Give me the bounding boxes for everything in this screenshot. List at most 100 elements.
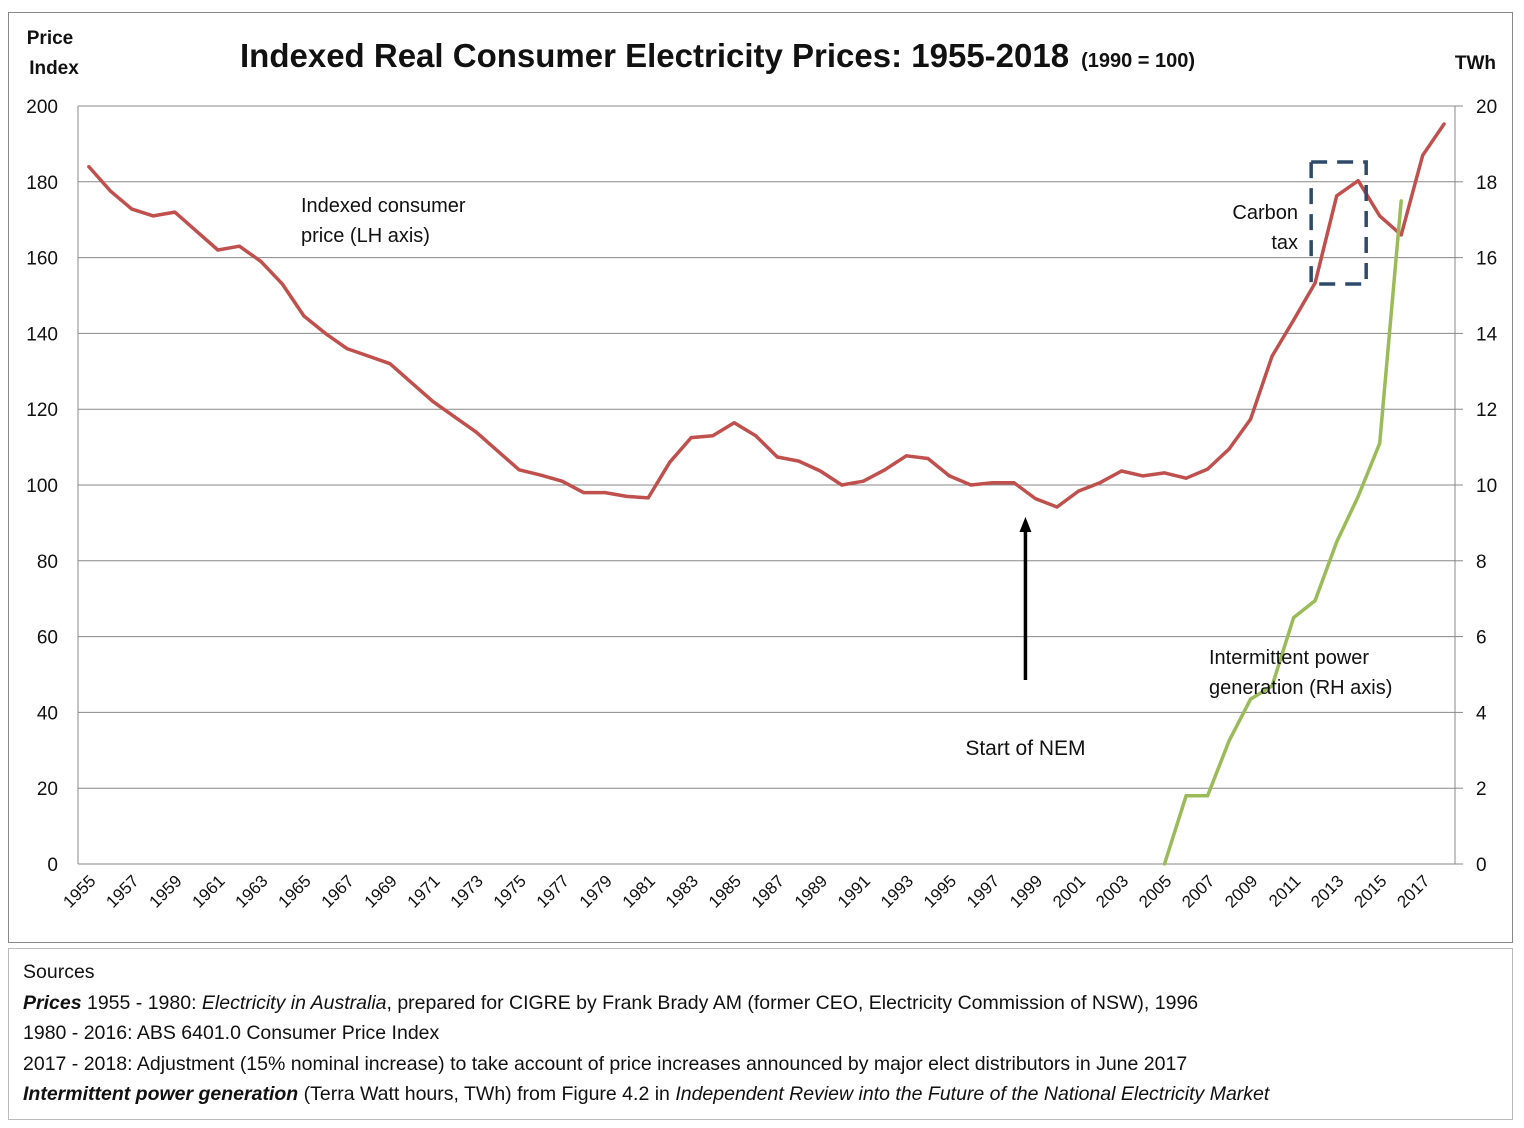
x-tick-label: 2003: [1092, 871, 1132, 911]
x-tick-label: 2011: [1265, 871, 1304, 910]
y-axis-label-right: TWh: [1455, 53, 1496, 74]
line-chart: 0 20 40 60 80 100 120 140 160 180 200 0 2 4 6 8 10 12 14 16…: [26, 28, 1497, 912]
data-point: [237, 244, 241, 248]
data-point: [108, 189, 112, 193]
y-tick-left: 180: [26, 173, 58, 194]
data-point: [1399, 233, 1403, 237]
x-tick-label: 1983: [662, 871, 702, 911]
data-point: [754, 434, 758, 438]
data-point: [1249, 417, 1253, 421]
data-point: [538, 473, 543, 477]
data-point: [1249, 697, 1253, 701]
data-point: [1356, 179, 1360, 183]
data-point: [87, 165, 91, 169]
x-tick-label: 2009: [1221, 871, 1261, 911]
data-point: [366, 354, 371, 358]
data-point: [1012, 481, 1016, 485]
data-point: [1335, 540, 1339, 544]
data-point: [603, 490, 607, 495]
source-intermittent-italic: Independent Review into the Future of th…: [675, 1083, 1270, 1105]
data-point: [711, 434, 715, 438]
data-point: [625, 494, 629, 498]
data-point: [151, 214, 155, 218]
data-point: [409, 381, 414, 385]
x-tick-label: 1993: [877, 871, 917, 911]
annotation-carbon-label: Carbon: [1232, 202, 1298, 224]
x-tick-label: 2017: [1393, 871, 1433, 911]
data-point: [130, 207, 134, 211]
source-prices-bold: Prices: [23, 991, 82, 1014]
y-axis-label-left: Price: [27, 28, 73, 49]
data-point: [194, 229, 198, 233]
data-point: [173, 210, 177, 214]
x-tick-label: 1955: [59, 871, 99, 911]
x-tick-label: 1999: [1006, 871, 1046, 911]
data-point: [1033, 497, 1038, 501]
data-point: [1292, 616, 1296, 620]
x-tick-label: 1965: [275, 871, 315, 911]
x-tick-label: 1961: [188, 871, 228, 911]
x-tick-label: 1991: [834, 871, 874, 911]
data-point: [1270, 684, 1274, 688]
y-tick-left: 200: [26, 97, 58, 118]
y-tick-left: 20: [37, 779, 58, 800]
x-tick-label: 1987: [748, 871, 788, 911]
source-line-intermittent: Intermittent power generation (Terra Wat…: [23, 1079, 1498, 1110]
data-point: [302, 314, 306, 318]
data-point: [1442, 122, 1446, 126]
y-tick-right: 12: [1476, 400, 1497, 421]
x-tick-label: 1957: [102, 871, 142, 911]
x-tick-label: 1985: [705, 871, 745, 911]
x-tick-label: 1963: [232, 871, 272, 911]
data-point: [1098, 481, 1102, 485]
x-tick-label: 1973: [447, 871, 487, 911]
y-tick-right: 0: [1476, 855, 1487, 876]
data-point: [904, 454, 908, 458]
data-point: [1399, 199, 1403, 203]
source-intermittent-text: (Terra Watt hours, TWh) from Figure 4.2 …: [298, 1083, 676, 1105]
x-tick-label: 1969: [361, 871, 401, 911]
data-point: [1162, 471, 1167, 475]
sources-box: Sources Prices 1955 - 1980: Electricity …: [8, 948, 1513, 1120]
y-tick-left: 100: [26, 476, 58, 497]
source-prices-text: 1955 - 1980:: [81, 991, 202, 1014]
data-point: [388, 362, 392, 366]
carbon-tax-box: [1309, 160, 1368, 286]
source-line-abs: 1980 - 2016: ABS 6401.0 Consumer Price I…: [23, 1022, 440, 1044]
data-point: [1076, 489, 1081, 493]
data-point: [560, 479, 564, 483]
data-point: [1205, 467, 1210, 471]
x-tick-label: 2001: [1049, 871, 1089, 911]
y-tick-left: 0: [47, 855, 58, 876]
data-point: [582, 490, 586, 495]
x-tick-label: 2015: [1350, 871, 1390, 911]
data-point: [280, 282, 284, 286]
data-point: [840, 483, 844, 487]
sources-heading: Sources: [23, 961, 95, 983]
annotation-price-label: price (LH axis): [301, 225, 430, 247]
y-tick-right: 6: [1476, 628, 1487, 649]
data-point: [216, 248, 220, 252]
y-tick-right: 8: [1476, 552, 1487, 573]
data-point: [1335, 194, 1339, 198]
source-prices-italic: Electricity in Australia: [201, 991, 387, 1014]
price-index-line: [87, 122, 1446, 509]
y-tick-left: 60: [37, 628, 58, 649]
data-point: [969, 483, 973, 487]
y-tick-right: 2: [1476, 779, 1487, 800]
nem-arrow-head: [1019, 517, 1032, 532]
source-line-prices: Prices 1955 - 1980: Electricity in Austr…: [23, 988, 1498, 1019]
data-point: [668, 460, 672, 464]
x-tick-label: 1975: [490, 871, 530, 911]
annotation-intermittent-label: generation (RH axis): [1209, 677, 1392, 699]
data-point: [259, 259, 263, 263]
x-tick-label: 1979: [576, 871, 616, 911]
data-point: [732, 421, 736, 425]
y-tick-left: 160: [26, 249, 58, 270]
chart-frame: [8, 12, 1513, 943]
data-point: [1227, 447, 1231, 451]
annotation-nem-label: Start of NEM: [965, 737, 1085, 760]
data-point: [926, 456, 930, 461]
data-point: [818, 469, 822, 473]
y-tick-right: 4: [1476, 703, 1487, 724]
